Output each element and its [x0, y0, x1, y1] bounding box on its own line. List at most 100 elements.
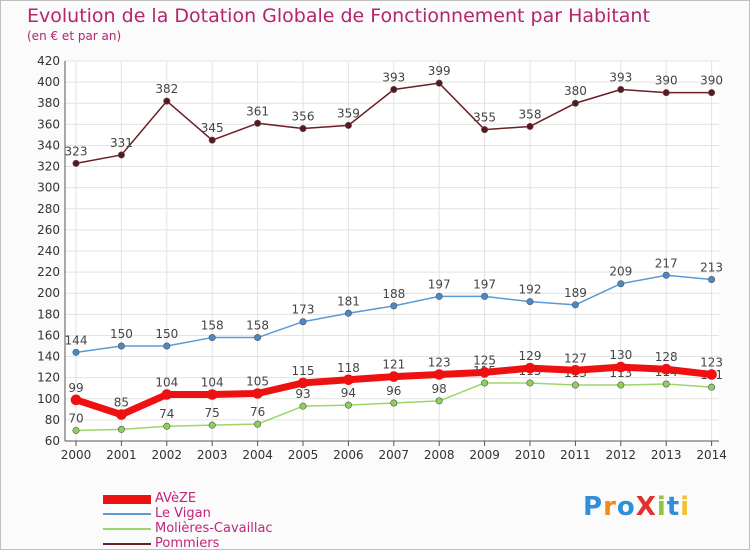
data-label-av-ze: 128	[655, 350, 678, 364]
data-point-le-vigan	[662, 271, 670, 279]
data-label-pommiers: 345	[201, 121, 224, 135]
x-tick-label: 2002	[152, 448, 183, 462]
data-point-moli-res-cavaillac	[390, 399, 398, 407]
data-point-le-vigan	[117, 342, 125, 350]
data-point-pommiers	[571, 99, 579, 107]
data-point-av-ze	[479, 367, 490, 378]
logo-letter: i	[656, 492, 667, 522]
y-tick-label: 160	[37, 328, 60, 342]
data-label-av-ze: 99	[68, 381, 83, 395]
data-label-moli-res-cavaillac: 93	[295, 387, 310, 401]
data-label-pommiers: 358	[519, 107, 542, 121]
y-tick-label: 320	[37, 160, 60, 174]
data-label-av-ze: 115	[292, 364, 315, 378]
data-point-pommiers	[344, 121, 352, 129]
proxiti-logo: ProXiti	[583, 492, 690, 522]
data-point-moli-res-cavaillac	[208, 421, 216, 429]
data-point-moli-res-cavaillac	[72, 426, 80, 434]
data-point-pommiers	[617, 86, 625, 94]
y-tick-label: 100	[37, 392, 60, 406]
data-label-le-vigan: 197	[428, 277, 451, 291]
data-point-le-vigan	[481, 292, 489, 300]
data-label-moli-res-cavaillac: 98	[432, 382, 447, 396]
data-point-le-vigan	[208, 334, 216, 342]
data-point-moli-res-cavaillac	[435, 397, 443, 405]
x-tick-label: 2009	[469, 448, 500, 462]
data-label-le-vigan: 158	[246, 319, 269, 333]
data-point-moli-res-cavaillac	[117, 425, 125, 433]
data-point-le-vigan	[344, 309, 352, 317]
data-point-pommiers	[299, 125, 307, 133]
logo-letter: P	[583, 492, 604, 522]
data-point-moli-res-cavaillac	[299, 402, 307, 410]
data-point-av-ze	[116, 409, 127, 420]
data-point-le-vigan	[163, 342, 171, 350]
data-point-le-vigan	[254, 334, 262, 342]
data-point-moli-res-cavaillac	[163, 422, 171, 430]
data-point-av-ze	[161, 389, 173, 400]
data-label-moli-res-cavaillac: 70	[68, 411, 83, 425]
data-label-le-vigan: 144	[65, 333, 88, 347]
data-point-moli-res-cavaillac	[526, 379, 534, 387]
logo-letter: r	[603, 492, 617, 522]
data-point-av-ze	[570, 364, 581, 376]
x-tick-label: 2008	[424, 448, 455, 462]
data-label-moli-res-cavaillac: 94	[341, 386, 356, 400]
data-point-le-vigan	[299, 318, 307, 326]
data-point-moli-res-cavaillac	[708, 383, 716, 391]
data-point-av-ze	[524, 362, 536, 374]
data-label-av-ze: 130	[609, 348, 632, 362]
data-label-le-vigan: 217	[655, 256, 678, 270]
data-label-av-ze: 129	[519, 349, 542, 363]
data-point-moli-res-cavaillac	[617, 381, 625, 389]
data-point-le-vigan	[617, 280, 625, 288]
data-point-pommiers	[163, 97, 171, 105]
legend-swatch-av-ze	[103, 494, 151, 504]
data-label-pommiers: 361	[246, 104, 269, 118]
data-label-pommiers: 359	[337, 106, 360, 120]
data-point-le-vigan	[390, 302, 398, 310]
y-tick-label: 80	[45, 413, 60, 427]
data-label-pommiers: 390	[700, 74, 723, 88]
data-point-le-vigan	[72, 348, 80, 356]
x-tick-label: 2005	[288, 448, 319, 462]
y-tick-label: 380	[37, 96, 60, 110]
data-label-moli-res-cavaillac: 75	[205, 406, 220, 420]
data-label-le-vigan: 150	[155, 327, 178, 341]
logo-letter: o	[616, 492, 636, 522]
data-point-av-ze	[297, 377, 309, 389]
data-point-le-vigan	[526, 298, 534, 306]
data-label-av-ze: 125	[473, 353, 496, 367]
data-label-av-ze: 104	[155, 376, 178, 390]
data-label-pommiers: 323	[65, 144, 88, 158]
chart-subtitle: (en € et par an)	[27, 29, 122, 43]
y-tick-label: 420	[37, 54, 60, 68]
data-point-pommiers	[526, 122, 534, 130]
data-label-le-vigan: 158	[201, 319, 224, 333]
data-point-av-ze	[615, 361, 627, 373]
data-point-av-ze	[388, 371, 400, 382]
data-label-le-vigan: 150	[110, 327, 133, 341]
data-label-pommiers: 356	[292, 110, 315, 124]
legend-swatch-le-vigan	[103, 513, 151, 515]
data-label-le-vigan: 189	[564, 286, 587, 300]
legend-swatch-pommiers	[103, 543, 151, 545]
y-tick-label: 360	[37, 117, 60, 131]
y-tick-label: 220	[37, 265, 60, 279]
data-label-le-vigan: 173	[292, 303, 315, 317]
x-tick-label: 2014	[696, 448, 727, 462]
y-tick-label: 400	[37, 75, 60, 89]
data-point-av-ze	[206, 389, 218, 400]
x-tick-label: 2010	[515, 448, 546, 462]
data-label-le-vigan: 192	[519, 283, 542, 297]
data-label-av-ze: 118	[337, 361, 360, 375]
data-point-moli-res-cavaillac	[254, 420, 262, 428]
data-label-av-ze: 127	[564, 351, 587, 365]
data-point-av-ze	[660, 363, 672, 375]
data-point-pommiers	[254, 119, 262, 127]
y-tick-label: 60	[45, 434, 60, 448]
x-tick-label: 2007	[379, 448, 410, 462]
data-label-moli-res-cavaillac: 76	[250, 405, 265, 419]
data-label-le-vigan: 181	[337, 294, 360, 308]
